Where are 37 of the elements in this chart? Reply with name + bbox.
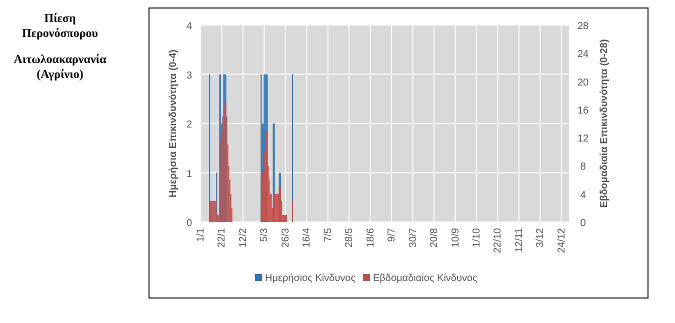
x-tick-label: 1/10 xyxy=(471,228,482,248)
x-tick-label: 7/5 xyxy=(322,228,334,242)
y-axis-title: Ημερήσια Επικινδυνότητα (0-4) xyxy=(168,49,179,198)
y2-tick-label: 16 xyxy=(577,105,589,116)
y2-tick-label: 24 xyxy=(577,49,589,60)
y-tick-label: 4 xyxy=(186,21,192,32)
x-tick-label: 28/5 xyxy=(344,228,356,248)
x-tick-label: 12/2 xyxy=(238,228,249,248)
legend-label: Εβδομαδιαίος Κίνδυνος xyxy=(373,273,478,284)
y2-axis-title: Εβδομαδιαία Επικινδυνότητα (0-28) xyxy=(599,39,610,208)
y-tick-label: 0 xyxy=(186,218,192,229)
x-tick-label: 18/6 xyxy=(365,228,376,248)
y-tick-label: 2 xyxy=(186,120,192,130)
x-tick-label: 3/12 xyxy=(535,228,546,248)
x-tick-label: 16/4 xyxy=(302,228,313,248)
legend-label: Ημερήσιος Κίνδυνος xyxy=(265,273,356,284)
y-tick-label: 1 xyxy=(186,168,192,180)
y2-tick-label: 4 xyxy=(580,190,586,201)
text: Αιτωλοακαρνανία (Αγρίνιο) xyxy=(14,52,107,81)
y2-tick-label: 0 xyxy=(580,218,586,229)
x-tick-label: 22/1 xyxy=(216,228,228,248)
y2-tick-label: 28 xyxy=(577,21,589,32)
y-tick-label: 3 xyxy=(186,70,192,82)
text: Πίεση Περονόσπορου xyxy=(22,11,98,40)
x-tick-label: 30/7 xyxy=(408,228,419,248)
x-tick-label: 22/10 xyxy=(492,228,504,254)
x-tick-label: 24/12 xyxy=(556,228,568,254)
x-tick-label: 1/1 xyxy=(196,228,207,242)
y2-tick-label: 20 xyxy=(577,77,589,88)
x-tick-label: 26/3 xyxy=(280,228,292,248)
x-tick-label: 5/3 xyxy=(259,228,270,242)
x-tick-label: 10/9 xyxy=(450,228,462,248)
x-tick-label: 12/11 xyxy=(514,228,525,252)
y2-tick-label: 8 xyxy=(580,162,586,173)
y2-tick-label: 12 xyxy=(577,134,589,145)
x-tick-label: 20/8 xyxy=(429,228,440,248)
x-tick-label: 9/7 xyxy=(386,228,398,242)
